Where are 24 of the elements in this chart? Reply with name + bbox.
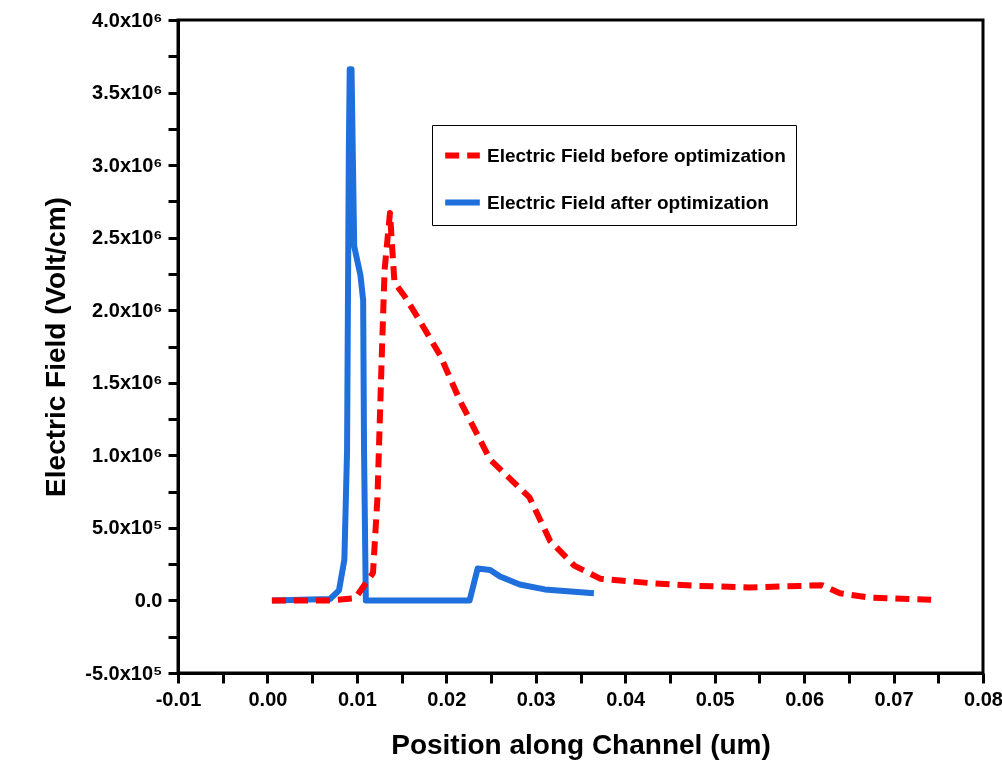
y-tick-label: -5.0x10⁵ <box>85 661 163 684</box>
x-axis-title: Position along Channel (um) <box>391 728 771 760</box>
x-tick-label: 0.07 <box>874 687 914 710</box>
x-tick-label: 0.06 <box>785 687 825 710</box>
y-tick-label: 1.0x10⁶ <box>92 443 163 466</box>
y-tick-label: 3.5x10⁶ <box>92 81 163 104</box>
x-tick-label: 0.02 <box>427 687 467 710</box>
legend-label: Electric Field before optimization <box>487 144 786 166</box>
y-axis-title: Electric Field (Volt/cm) <box>40 197 72 497</box>
legend-label: Electric Field after optimization <box>487 191 769 213</box>
y-tick-label: 1.5x10⁶ <box>92 371 163 394</box>
x-tick-label: 0.05 <box>695 687 735 710</box>
y-tick-label: 3.0x10⁶ <box>92 153 163 176</box>
y-tick-label: 2.0x10⁶ <box>92 298 163 321</box>
x-tick-label: 0.01 <box>337 687 377 710</box>
y-tick-label: 2.5x10⁶ <box>92 226 163 249</box>
x-tick-label: 0.03 <box>516 687 556 710</box>
x-tick-label: -0.01 <box>155 687 202 710</box>
x-tick-label: 0.04 <box>606 687 647 710</box>
x-tick-label: 0.08 <box>964 687 1002 710</box>
y-tick-label: 5.0x10⁵ <box>91 516 163 539</box>
y-tick-label: 0.0 <box>134 588 163 611</box>
y-tick-label: 4.0x10⁶ <box>92 8 163 31</box>
x-tick-label: 0.00 <box>248 687 288 710</box>
